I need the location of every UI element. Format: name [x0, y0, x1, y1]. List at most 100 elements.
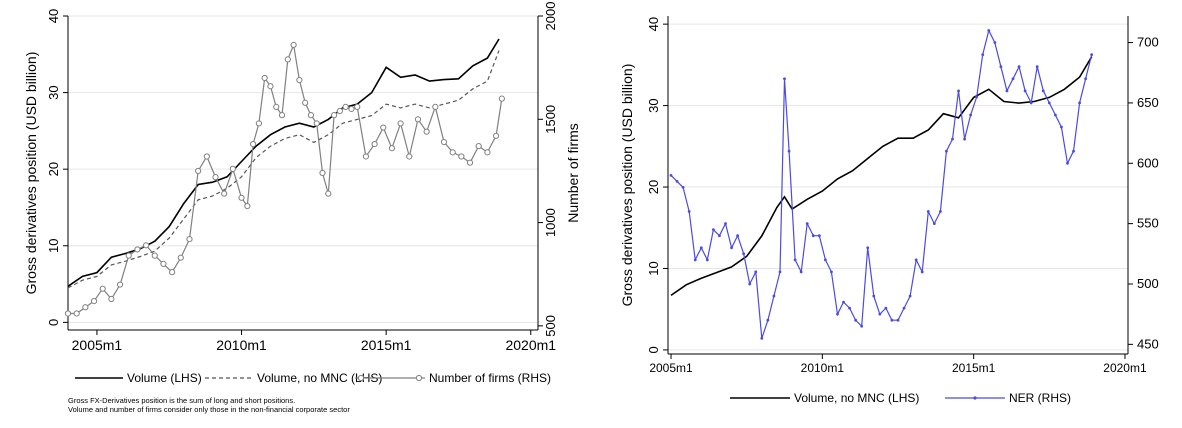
series-point	[866, 246, 870, 250]
series-point	[406, 153, 413, 160]
series-point	[902, 306, 906, 310]
series-point	[336, 107, 343, 115]
series-point	[699, 246, 703, 250]
series-point	[724, 222, 727, 226]
x-tick-label: 2015m1	[361, 337, 412, 353]
y-tick-label-right: 500	[1137, 276, 1159, 291]
series-point	[908, 294, 912, 298]
series-point	[414, 116, 422, 123]
series-point	[754, 270, 758, 274]
series-point	[160, 260, 167, 267]
y-tick-label-left: 10	[646, 261, 661, 275]
series-point	[1084, 77, 1088, 81]
series-point	[142, 242, 150, 249]
series-point	[736, 234, 740, 238]
series-point	[932, 222, 936, 226]
legend-label-1: NER (RHS)	[1009, 391, 1071, 405]
series-point	[981, 53, 985, 57]
series-point	[675, 179, 679, 183]
series-point	[371, 140, 378, 148]
series-point	[787, 149, 791, 153]
legend-marker	[973, 396, 977, 400]
series-point	[151, 252, 158, 259]
series-point	[108, 295, 115, 303]
series-point	[1041, 89, 1045, 93]
series-point	[748, 282, 752, 286]
series-point	[772, 294, 776, 298]
series-point	[1029, 101, 1033, 105]
y-tick-label-right: 450	[1137, 336, 1159, 351]
series-point	[669, 173, 673, 177]
y-tick-label-right: 1500	[543, 105, 558, 134]
series-point	[307, 112, 315, 119]
series-point	[388, 145, 396, 152]
series-point	[945, 149, 948, 153]
series-point	[836, 312, 839, 316]
legend-label-0: Volume, no MNC (LHS)	[794, 391, 919, 405]
series-point	[302, 99, 309, 106]
series-point	[221, 190, 228, 197]
series-point	[238, 194, 245, 201]
series-point	[1017, 65, 1021, 69]
legend-label-2: Number of firms (RHS)	[429, 371, 551, 385]
series-point	[125, 252, 132, 259]
series-point	[805, 222, 809, 226]
series-point	[957, 89, 960, 93]
series-line-0	[67, 38, 500, 287]
series-point	[718, 234, 721, 238]
series-point	[730, 246, 733, 250]
series-point	[783, 77, 786, 81]
y-tick-label-left: 40	[46, 9, 61, 23]
series-point	[212, 174, 219, 181]
series-point	[1078, 101, 1081, 105]
series-point	[993, 41, 997, 44]
series-point	[186, 236, 193, 243]
series-point	[284, 56, 291, 63]
series-point	[1090, 53, 1094, 57]
series-point	[823, 258, 827, 262]
y-tick-label-left: 30	[646, 98, 661, 112]
legend-marker	[415, 374, 423, 382]
x-tick-label: 2005m1	[649, 361, 693, 375]
series-point	[793, 258, 797, 262]
series-point	[261, 74, 268, 82]
y-tick-label-left: 0	[646, 346, 661, 353]
series-point	[278, 112, 286, 119]
series-point	[742, 252, 746, 256]
series-point	[687, 210, 691, 213]
y-tick-label-right: 600	[1137, 155, 1159, 170]
series-point	[244, 202, 251, 210]
y-tick-label-left: 10	[46, 239, 61, 253]
series-point	[848, 306, 851, 310]
y-axis-title-left: Gross derivatives position (USD billion)	[619, 64, 635, 307]
series-point	[82, 304, 89, 311]
series-point	[290, 41, 297, 49]
series-point	[914, 258, 918, 262]
series-point	[64, 310, 72, 317]
series-point	[975, 95, 979, 99]
series-point	[1066, 161, 1069, 165]
series-point	[250, 140, 257, 148]
series-point	[99, 285, 106, 292]
y-tick-label-right: 700	[1137, 35, 1159, 50]
y-tick-label-right: 1000	[543, 208, 558, 237]
series-point	[362, 153, 370, 160]
series-point	[440, 138, 448, 146]
series-point	[987, 29, 991, 32]
y-tick-label-left: 0	[46, 319, 61, 326]
x-tick-label: 2015m1	[952, 361, 996, 375]
series-point	[766, 318, 770, 322]
series-point	[492, 132, 500, 139]
series-point	[458, 153, 465, 160]
series-point	[999, 65, 1003, 69]
series-point	[938, 210, 942, 213]
series-point	[498, 95, 505, 102]
series-point	[926, 210, 930, 213]
y-tick-label-right: 550	[1137, 216, 1159, 231]
series-point	[951, 137, 954, 141]
series-point	[484, 149, 491, 156]
series-line-1	[67, 50, 500, 289]
x-tick-label: 2020m1	[1103, 361, 1147, 375]
y-axis-title-left: Gross derivatives position (USD billion)	[23, 52, 39, 295]
series-point	[878, 312, 882, 316]
